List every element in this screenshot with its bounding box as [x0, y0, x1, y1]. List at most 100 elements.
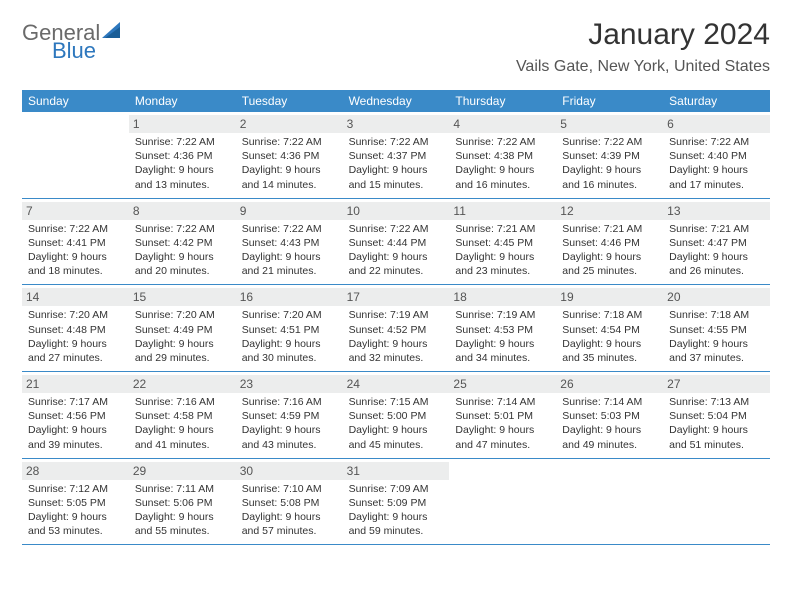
sunset-text: Sunset: 4:42 PM [135, 236, 230, 250]
logo: General Blue [22, 18, 124, 62]
sunrise-text: Sunrise: 7:10 AM [242, 482, 337, 496]
sunrise-text: Sunrise: 7:14 AM [562, 395, 657, 409]
day2-text: and 39 minutes. [28, 438, 123, 452]
sunrise-text: Sunrise: 7:19 AM [349, 308, 444, 322]
calendar-cell: 30Sunrise: 7:10 AMSunset: 5:08 PMDayligh… [236, 459, 343, 545]
day-number: 2 [236, 115, 343, 133]
sunset-text: Sunset: 4:43 PM [242, 236, 337, 250]
day2-text: and 37 minutes. [669, 351, 764, 365]
day-number: 7 [22, 202, 129, 220]
sunset-text: Sunset: 4:55 PM [669, 323, 764, 337]
calendar-cell: 27Sunrise: 7:13 AMSunset: 5:04 PMDayligh… [663, 372, 770, 458]
calendar-cell: 4Sunrise: 7:22 AMSunset: 4:38 PMDaylight… [449, 112, 556, 198]
week-row: 14Sunrise: 7:20 AMSunset: 4:48 PMDayligh… [22, 285, 770, 372]
day2-text: and 47 minutes. [455, 438, 550, 452]
sunrise-text: Sunrise: 7:20 AM [135, 308, 230, 322]
sunset-text: Sunset: 4:51 PM [242, 323, 337, 337]
sunrise-text: Sunrise: 7:13 AM [669, 395, 764, 409]
day-number: 31 [343, 462, 450, 480]
day-number: 5 [556, 115, 663, 133]
day-number: 18 [449, 288, 556, 306]
day-number: 1 [129, 115, 236, 133]
day2-text: and 29 minutes. [135, 351, 230, 365]
day1-text: Daylight: 9 hours [349, 510, 444, 524]
day-number: 20 [663, 288, 770, 306]
day-header: Monday [129, 90, 236, 112]
day2-text: and 23 minutes. [455, 264, 550, 278]
calendar-cell: 18Sunrise: 7:19 AMSunset: 4:53 PMDayligh… [449, 285, 556, 371]
day2-text: and 21 minutes. [242, 264, 337, 278]
day1-text: Daylight: 9 hours [669, 423, 764, 437]
day-number: 14 [22, 288, 129, 306]
week-row: 7Sunrise: 7:22 AMSunset: 4:41 PMDaylight… [22, 199, 770, 286]
day1-text: Daylight: 9 hours [455, 163, 550, 177]
day-header: Tuesday [236, 90, 343, 112]
sunset-text: Sunset: 4:52 PM [349, 323, 444, 337]
sunrise-text: Sunrise: 7:22 AM [242, 222, 337, 236]
sunrise-text: Sunrise: 7:22 AM [28, 222, 123, 236]
calendar-cell: 17Sunrise: 7:19 AMSunset: 4:52 PMDayligh… [343, 285, 450, 371]
sunrise-text: Sunrise: 7:22 AM [562, 135, 657, 149]
day1-text: Daylight: 9 hours [669, 163, 764, 177]
day1-text: Daylight: 9 hours [135, 250, 230, 264]
calendar-cell: 25Sunrise: 7:14 AMSunset: 5:01 PMDayligh… [449, 372, 556, 458]
sunset-text: Sunset: 4:59 PM [242, 409, 337, 423]
sunrise-text: Sunrise: 7:21 AM [669, 222, 764, 236]
calendar-cell: 9Sunrise: 7:22 AMSunset: 4:43 PMDaylight… [236, 199, 343, 285]
title-block: January 2024 Vails Gate, New York, Unite… [516, 18, 770, 76]
day-number: 30 [236, 462, 343, 480]
sunrise-text: Sunrise: 7:22 AM [242, 135, 337, 149]
day-number: 11 [449, 202, 556, 220]
day-header: Sunday [22, 90, 129, 112]
sunrise-text: Sunrise: 7:21 AM [562, 222, 657, 236]
weeks-container: 1Sunrise: 7:22 AMSunset: 4:36 PMDaylight… [22, 112, 770, 545]
calendar-cell: 20Sunrise: 7:18 AMSunset: 4:55 PMDayligh… [663, 285, 770, 371]
sunrise-text: Sunrise: 7:19 AM [455, 308, 550, 322]
day1-text: Daylight: 9 hours [455, 337, 550, 351]
sunset-text: Sunset: 5:05 PM [28, 496, 123, 510]
calendar-cell: 13Sunrise: 7:21 AMSunset: 4:47 PMDayligh… [663, 199, 770, 285]
calendar-cell: 6Sunrise: 7:22 AMSunset: 4:40 PMDaylight… [663, 112, 770, 198]
day2-text: and 59 minutes. [349, 524, 444, 538]
day1-text: Daylight: 9 hours [28, 510, 123, 524]
day-number: 29 [129, 462, 236, 480]
day2-text: and 27 minutes. [28, 351, 123, 365]
day1-text: Daylight: 9 hours [135, 163, 230, 177]
calendar-cell: 28Sunrise: 7:12 AMSunset: 5:05 PMDayligh… [22, 459, 129, 545]
day2-text: and 25 minutes. [562, 264, 657, 278]
calendar-cell: 16Sunrise: 7:20 AMSunset: 4:51 PMDayligh… [236, 285, 343, 371]
sunset-text: Sunset: 4:45 PM [455, 236, 550, 250]
day1-text: Daylight: 9 hours [455, 423, 550, 437]
calendar-cell: 14Sunrise: 7:20 AMSunset: 4:48 PMDayligh… [22, 285, 129, 371]
day1-text: Daylight: 9 hours [242, 163, 337, 177]
sunset-text: Sunset: 5:03 PM [562, 409, 657, 423]
calendar-cell: 29Sunrise: 7:11 AMSunset: 5:06 PMDayligh… [129, 459, 236, 545]
day-number: 8 [129, 202, 236, 220]
calendar-cell: 26Sunrise: 7:14 AMSunset: 5:03 PMDayligh… [556, 372, 663, 458]
sunset-text: Sunset: 5:04 PM [669, 409, 764, 423]
day-number: 16 [236, 288, 343, 306]
sunset-text: Sunset: 4:44 PM [349, 236, 444, 250]
calendar-cell: 11Sunrise: 7:21 AMSunset: 4:45 PMDayligh… [449, 199, 556, 285]
sunrise-text: Sunrise: 7:20 AM [242, 308, 337, 322]
sunrise-text: Sunrise: 7:20 AM [28, 308, 123, 322]
sunrise-text: Sunrise: 7:22 AM [349, 135, 444, 149]
sunset-text: Sunset: 5:09 PM [349, 496, 444, 510]
day2-text: and 55 minutes. [135, 524, 230, 538]
week-row: 21Sunrise: 7:17 AMSunset: 4:56 PMDayligh… [22, 372, 770, 459]
day-number: 26 [556, 375, 663, 393]
sunset-text: Sunset: 4:54 PM [562, 323, 657, 337]
day1-text: Daylight: 9 hours [135, 337, 230, 351]
day1-text: Daylight: 9 hours [242, 423, 337, 437]
sunrise-text: Sunrise: 7:22 AM [455, 135, 550, 149]
calendar-cell: 3Sunrise: 7:22 AMSunset: 4:37 PMDaylight… [343, 112, 450, 198]
sunrise-text: Sunrise: 7:17 AM [28, 395, 123, 409]
day1-text: Daylight: 9 hours [669, 250, 764, 264]
day1-text: Daylight: 9 hours [135, 510, 230, 524]
day-number: 4 [449, 115, 556, 133]
calendar-cell: 22Sunrise: 7:16 AMSunset: 4:58 PMDayligh… [129, 372, 236, 458]
day2-text: and 53 minutes. [28, 524, 123, 538]
sunrise-text: Sunrise: 7:18 AM [562, 308, 657, 322]
calendar-cell: 7Sunrise: 7:22 AMSunset: 4:41 PMDaylight… [22, 199, 129, 285]
day-number: 28 [22, 462, 129, 480]
